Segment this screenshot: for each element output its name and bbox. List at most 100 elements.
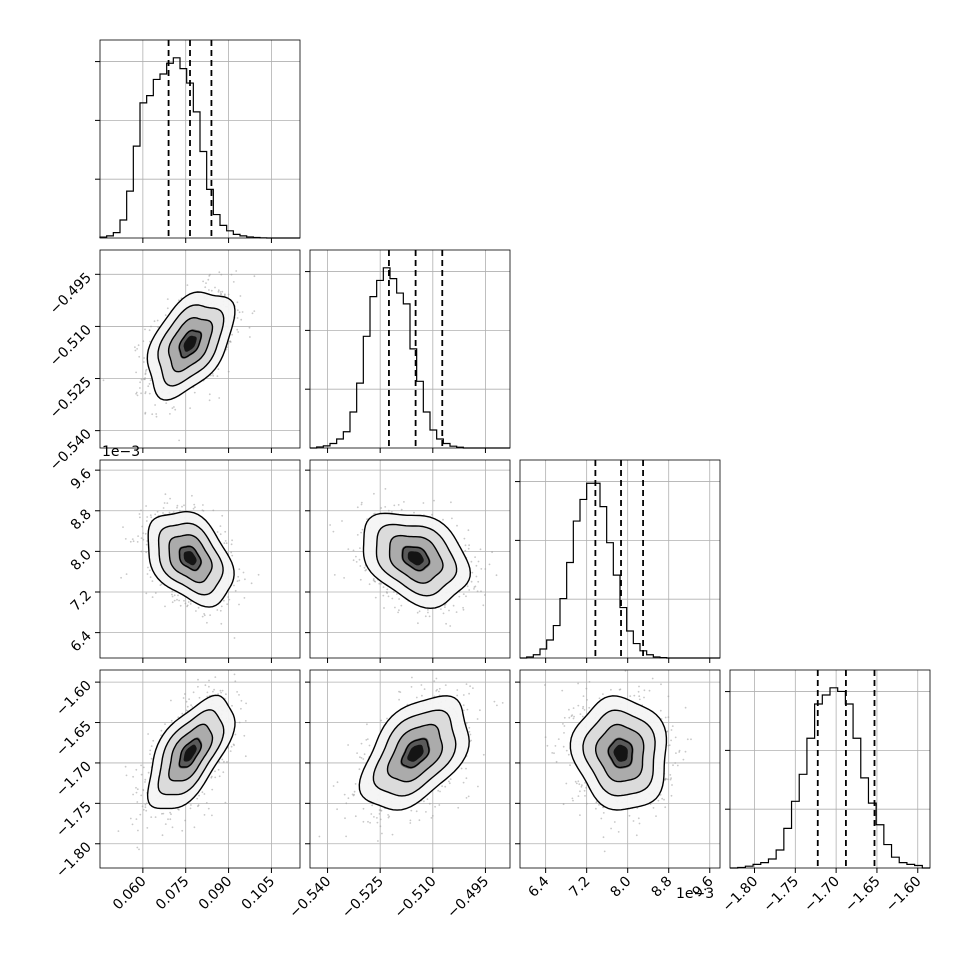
panel-frame [309,669,511,869]
panel-frame [519,459,721,659]
sample-point [386,717,388,720]
sample-point [463,537,466,540]
sample-point [178,439,181,442]
sample-point [238,694,240,696]
sample-point [475,575,478,578]
sample-point [355,561,358,563]
sample-point [171,826,174,829]
sample-point [181,829,184,832]
sample-point [438,804,441,806]
sample-point [171,595,174,598]
sample-point [149,576,152,579]
sample-point [136,801,139,803]
sample-point [205,282,207,284]
sample-point [471,571,474,574]
sample-point [216,609,219,611]
sample-point [214,770,216,773]
sample-point [170,699,172,702]
sample-point [178,509,181,512]
sample-point [125,774,128,777]
sample-point [220,293,223,295]
x-tick-label: −1.60 [883,874,925,916]
sample-point [664,806,667,809]
sample-point [462,608,465,611]
sample-point [202,504,204,506]
sample-point [359,565,362,567]
sample-point [144,806,147,809]
sample-point [433,680,436,682]
sample-point [388,815,391,818]
sample-point [164,723,166,725]
sample-point [250,582,253,585]
y-tick-label: −0.540 [47,426,95,474]
contour-line [146,291,236,401]
sample-point [238,603,240,606]
sample-point [467,529,470,532]
sample-point [131,823,134,826]
sample-point [231,539,234,542]
sample-point [482,753,485,756]
sample-point [143,357,146,359]
sample-point [222,771,225,774]
sample-point [347,797,350,800]
sample-point [235,270,238,272]
sample-point [234,680,237,683]
sample-point [477,785,479,788]
sample-point [376,817,378,819]
sample-point [142,789,145,792]
sample-point [248,326,251,329]
sample-point [347,744,349,746]
sample-point [241,311,244,313]
sample-point [343,577,345,579]
sample-point [145,809,148,812]
sample-point [236,691,239,693]
sample-point [444,785,447,788]
sample-point [360,531,362,534]
sample-point [352,549,355,552]
sample-point [245,702,248,705]
sample-point [139,516,141,519]
sample-point [399,691,402,693]
sample-point [380,719,383,722]
sample-point [135,791,138,794]
sample-point [470,560,473,563]
sample-point [227,370,230,373]
sample-point [333,574,336,576]
sample-point [154,404,157,406]
sample-point [455,611,458,613]
contour-line [386,723,444,783]
sample-point [484,594,486,596]
density-fill [407,744,424,762]
sample-point [211,814,213,817]
sample-point [231,333,234,336]
sample-point [434,805,436,808]
density-layer [329,488,498,627]
sample-point [218,271,221,274]
y-tick-label: −1.80 [53,839,95,881]
sample-point [236,580,239,582]
sample-point [238,311,241,314]
sample-point [336,808,338,811]
sample-point [669,778,672,781]
sample-point [150,757,153,760]
sample-point [216,531,219,533]
sample-point [370,813,373,815]
sample-point [468,544,470,547]
sample-point [142,538,145,541]
sample-point [178,599,181,602]
sample-point [345,802,348,805]
sample-point [416,611,419,614]
contour-line [146,694,236,810]
sample-point [244,720,247,722]
sample-point [219,689,222,692]
sample-point [144,803,147,806]
sample-point [232,281,235,283]
sample-point [384,488,387,490]
sample-point [160,583,163,585]
sample-point [392,591,395,593]
sample-point [208,393,211,396]
sample-point [151,580,154,582]
sample-point [217,290,220,293]
x-tick-label: 0.105 [239,874,279,914]
sample-point [147,733,150,735]
